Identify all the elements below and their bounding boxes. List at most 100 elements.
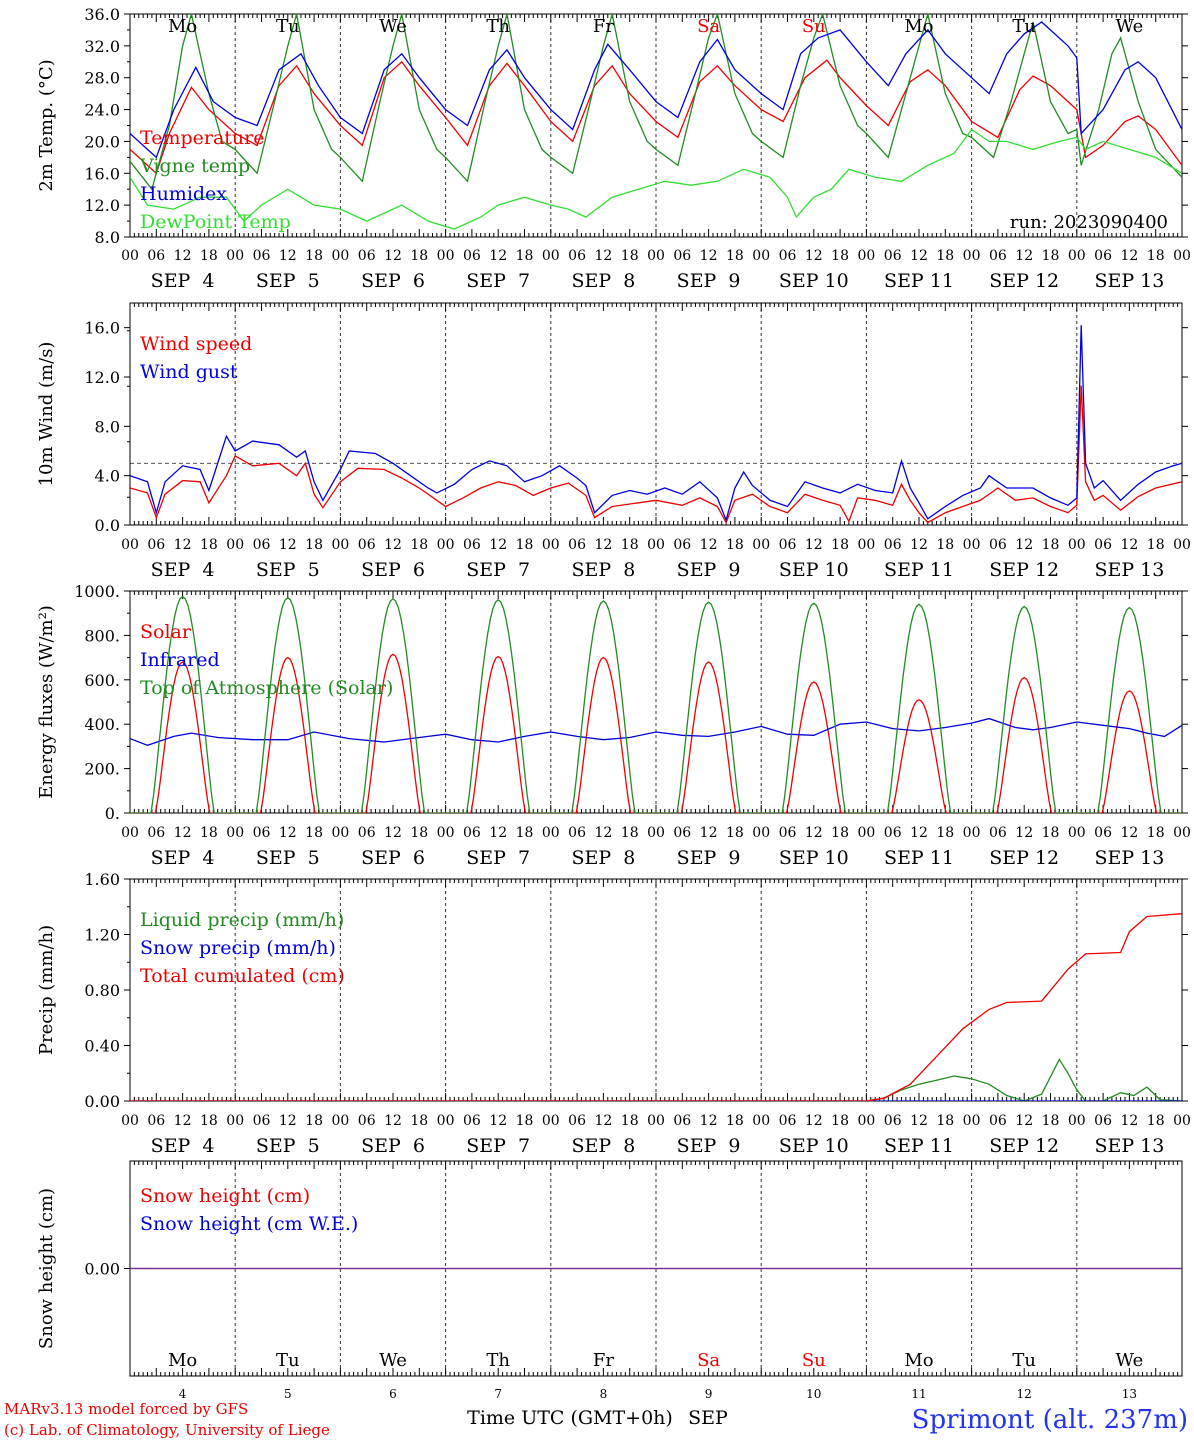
hour-tick-label: 18 (936, 248, 954, 264)
hour-tick-label: 12 (174, 537, 192, 553)
hour-tick-label: 18 (1147, 1113, 1165, 1129)
hour-tick-label: 18 (831, 1113, 849, 1129)
hour-tick-label: 06 (568, 825, 586, 841)
hour-tick-label: 18 (936, 537, 954, 553)
hour-tick-label: 12 (384, 248, 402, 264)
hour-tick-label: 18 (305, 1113, 323, 1129)
hour-tick-label: 00 (963, 1113, 981, 1129)
hour-tick-label: 06 (253, 1113, 271, 1129)
hour-tick-label: 18 (1147, 537, 1165, 553)
date-label: SEP 12 (989, 559, 1059, 581)
hour-tick-label: 18 (305, 537, 323, 553)
hour-tick-label: 12 (805, 248, 823, 264)
panel-wind: 0.0 4.0 8.0 12.0 16.0 10m Wind (m/s) Wind spee… (36, 302, 1191, 581)
series-line (130, 1058, 1182, 1101)
legend-entry: Total cumulated (cm) (140, 965, 345, 987)
day-name-label: Su (802, 16, 826, 37)
series-line (130, 59, 1182, 175)
hour-tick-label: 12 (1120, 537, 1138, 553)
hour-tick-label: 18 (726, 1113, 744, 1129)
date-label: SEP 6 (361, 559, 425, 581)
hour-tick-label: 00 (1068, 537, 1086, 553)
y-tick-label: 36.0 (84, 5, 120, 24)
hour-tick-label: 12 (489, 248, 507, 264)
date-label: SEP 13 (1094, 559, 1164, 581)
panel-temp: 8.0 12.0 16.0 20.0 24.0 28.0 32.0 36.0 2m Temp. … (36, 5, 1191, 292)
date-label: SEP 8 (571, 559, 635, 581)
hour-tick-label: 00 (121, 537, 139, 553)
y-tick-label: 12.0 (84, 196, 120, 215)
day-name-label: Fr (593, 1350, 614, 1371)
hour-tick-label: 00 (857, 1113, 875, 1129)
hour-tick-label: 18 (1147, 825, 1165, 841)
date-label: SEP 4 (151, 270, 215, 292)
hour-tick-label: 18 (726, 248, 744, 264)
date-label: SEP 11 (884, 270, 954, 292)
hour-tick-label: 06 (779, 248, 797, 264)
hour-tick-label: 06 (673, 1113, 691, 1129)
series-line (130, 595, 1182, 813)
legend-entry: Liquid precip (mm/h) (140, 909, 344, 931)
hour-tick-label: 06 (989, 537, 1007, 553)
y-axis-label: 2m Temp. (°C) (36, 59, 57, 191)
hour-tick-label: 12 (1120, 825, 1138, 841)
day-name-label: Th (486, 1350, 510, 1371)
hour-tick-label: 06 (884, 248, 902, 264)
day-name-label: Tu (1012, 16, 1036, 37)
y-tick-label: 12.0 (84, 368, 120, 387)
day-name-label: Th (486, 16, 510, 37)
date-label: SEP 4 (151, 847, 215, 869)
day-number-label: 10 (806, 1387, 821, 1401)
series-group (130, 595, 1182, 813)
day-number-label: 8 (600, 1387, 608, 1401)
hour-tick-label: 00 (963, 248, 981, 264)
y-tick-label: 4.0 (95, 467, 120, 486)
hour-tick-label: 18 (1042, 537, 1060, 553)
legend-entry: Snow height (cm W.E.) (140, 1213, 358, 1235)
date-label: SEP 11 (884, 559, 954, 581)
hour-tick-label: 12 (174, 825, 192, 841)
hour-tick-label: 00 (963, 537, 981, 553)
hour-tick-label: 12 (384, 537, 402, 553)
hour-tick-label: 00 (647, 537, 665, 553)
hour-tick-label: 18 (200, 1113, 218, 1129)
hour-tick-label: 18 (305, 825, 323, 841)
hour-tick-label: 18 (621, 248, 639, 264)
day-number-label: 11 (911, 1387, 926, 1401)
hour-tick-label: 06 (358, 248, 376, 264)
hour-tick-label: 00 (752, 248, 770, 264)
hour-tick-label: 12 (1015, 537, 1033, 553)
hour-tick-label: 12 (489, 1113, 507, 1129)
legend-entry: Vigne temp (139, 155, 250, 177)
y-tick-label: 800. (84, 626, 120, 645)
hour-tick-label: 12 (279, 537, 297, 553)
hour-tick-label: 18 (410, 537, 428, 553)
hour-tick-label: 00 (647, 248, 665, 264)
hour-tick-label: 12 (805, 537, 823, 553)
series-group (130, 14, 1182, 230)
hour-tick-label: 00 (1173, 248, 1191, 264)
hour-tick-label: 18 (936, 825, 954, 841)
y-tick-label: 0.80 (84, 981, 120, 1000)
time-axis-title: Time UTC (GMT+0h) (467, 1407, 673, 1429)
hour-tick-label: 06 (779, 1113, 797, 1129)
hour-tick-label: 06 (1094, 1113, 1112, 1129)
hour-tick-label: 00 (1068, 248, 1086, 264)
hour-tick-label: 12 (700, 825, 718, 841)
hour-tick-label: 00 (226, 248, 244, 264)
hour-tick-label: 18 (410, 1113, 428, 1129)
hour-tick-label: 18 (831, 825, 849, 841)
y-axis-label: Precip (mm/h) (36, 925, 57, 1055)
hour-tick-label: 06 (358, 825, 376, 841)
hour-tick-label: 06 (779, 825, 797, 841)
hour-tick-label: 06 (463, 537, 481, 553)
date-label: SEP 9 (677, 847, 741, 869)
hour-tick-label: 06 (884, 825, 902, 841)
hour-tick-label: 12 (910, 825, 928, 841)
hour-tick-label: 00 (1068, 825, 1086, 841)
hour-tick-label: 18 (726, 537, 744, 553)
credit-line-2: (c) Lab. of Climatology, University of L… (4, 1421, 330, 1439)
day-name-label: Fr (593, 16, 614, 37)
hour-tick-label: 12 (805, 1113, 823, 1129)
